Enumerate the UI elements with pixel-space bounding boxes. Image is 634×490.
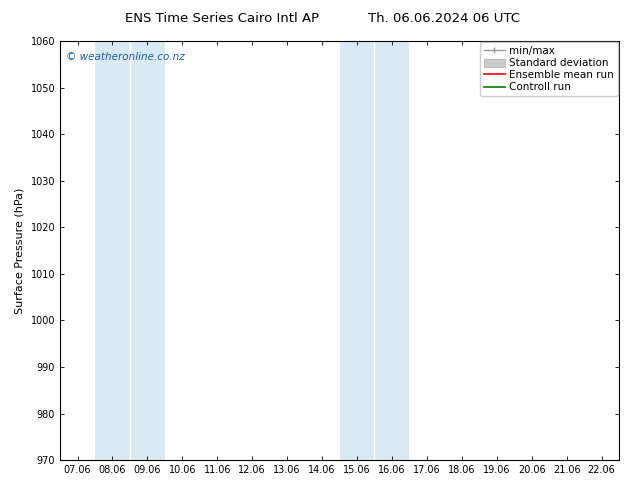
Text: ENS Time Series Cairo Intl AP: ENS Time Series Cairo Intl AP (125, 12, 319, 25)
Legend: min/max, Standard deviation, Ensemble mean run, Controll run: min/max, Standard deviation, Ensemble me… (480, 42, 618, 97)
Bar (340, 41, 375, 460)
Y-axis label: Surface Pressure (hPa): Surface Pressure (hPa) (15, 187, 25, 314)
Bar (95, 41, 130, 460)
Text: Th. 06.06.2024 06 UTC: Th. 06.06.2024 06 UTC (368, 12, 520, 25)
Bar (375, 41, 410, 460)
Text: © weatheronline.co.nz: © weatheronline.co.nz (66, 51, 184, 62)
Bar (130, 41, 165, 460)
